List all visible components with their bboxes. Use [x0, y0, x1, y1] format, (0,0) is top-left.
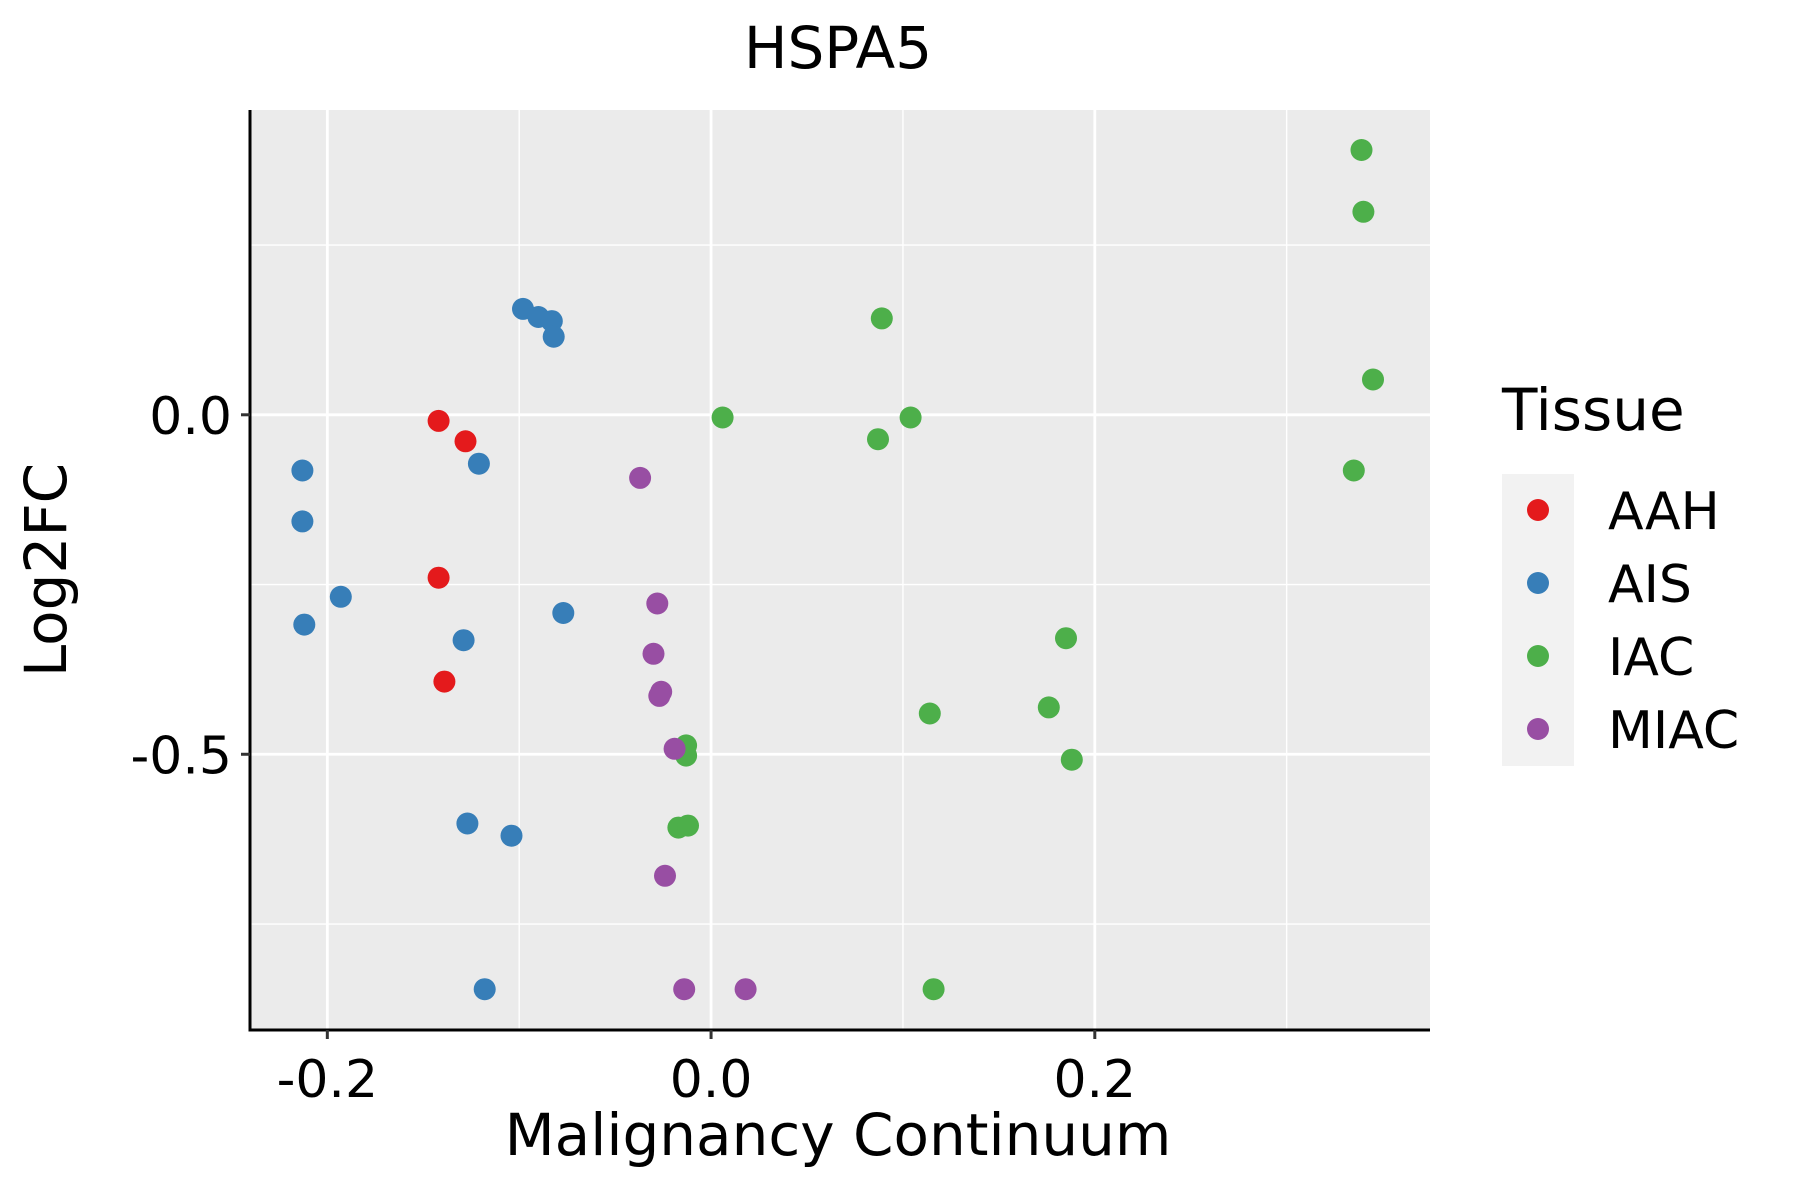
point-ais	[329, 585, 352, 608]
point-aah	[433, 670, 456, 693]
legend-label-ais: AIS	[1608, 555, 1692, 615]
legend-key-ais	[1527, 572, 1549, 594]
point-iac	[899, 406, 922, 429]
point-ais	[500, 824, 523, 847]
point-iac	[1350, 139, 1373, 161]
point-iac	[870, 307, 893, 330]
point-iac	[1055, 627, 1077, 650]
point-ais	[473, 978, 496, 1001]
point-ais	[552, 602, 575, 624]
legend-key-iac	[1527, 645, 1549, 667]
point-iac	[677, 814, 699, 837]
point-ais	[456, 812, 479, 835]
legend-label-iac: IAC	[1608, 628, 1694, 688]
point-miac	[663, 737, 686, 760]
point-ais	[293, 613, 316, 636]
legend-key-miac	[1527, 718, 1549, 740]
point-ais	[291, 510, 314, 533]
point-ais	[467, 452, 490, 475]
legend: Tissue AAH AIS IAC MIAC	[1501, 376, 1739, 766]
point-miac	[642, 642, 665, 665]
point-miac	[734, 978, 757, 1001]
y-axis-label: Log2FC	[12, 463, 80, 677]
point-miac	[673, 978, 696, 1001]
point-ais	[291, 459, 314, 482]
x-axis-ticks: -0.2 0.0 0.2	[277, 1030, 1136, 1110]
point-miac	[646, 592, 669, 615]
plot-panel	[250, 110, 1430, 1030]
y-axis-ticks: -0.5 0.0	[131, 387, 250, 786]
point-miac	[654, 864, 676, 887]
point-aah	[454, 430, 477, 453]
y-tick-label: 0.0	[149, 387, 232, 447]
point-ais	[452, 629, 475, 652]
y-tick-label: -0.5	[131, 726, 232, 786]
x-tick-label: 0.0	[670, 1050, 753, 1110]
chart-title: HSPA5	[744, 14, 932, 82]
point-iac	[711, 406, 734, 429]
point-ais	[542, 325, 565, 348]
legend-label-miac: MIAC	[1608, 701, 1739, 761]
point-iac	[922, 978, 945, 1001]
point-aah	[427, 409, 450, 432]
x-tick-label: 0.2	[1053, 1050, 1136, 1110]
legend-label-aah: AAH	[1608, 482, 1720, 542]
legend-items: AAH AIS IAC MIAC	[1527, 482, 1739, 761]
point-iac	[1037, 696, 1060, 719]
data-points	[291, 139, 1384, 1001]
point-aah	[427, 566, 450, 589]
point-iac	[918, 702, 941, 725]
point-iac	[1352, 200, 1375, 223]
legend-key-background	[1502, 474, 1574, 766]
point-iac	[1362, 368, 1384, 391]
point-iac	[867, 428, 889, 451]
point-miac	[648, 684, 671, 707]
legend-key-aah	[1527, 499, 1549, 521]
point-iac	[1060, 748, 1083, 771]
x-tick-label: -0.2	[277, 1050, 378, 1110]
point-iac	[1342, 459, 1365, 482]
x-axis-label: Malignancy Continuum	[505, 1101, 1172, 1169]
legend-title: Tissue	[1501, 376, 1685, 444]
point-miac	[629, 466, 652, 489]
